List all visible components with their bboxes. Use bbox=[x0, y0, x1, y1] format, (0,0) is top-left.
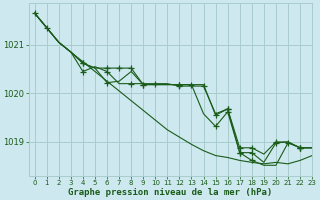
X-axis label: Graphe pression niveau de la mer (hPa): Graphe pression niveau de la mer (hPa) bbox=[68, 188, 273, 197]
